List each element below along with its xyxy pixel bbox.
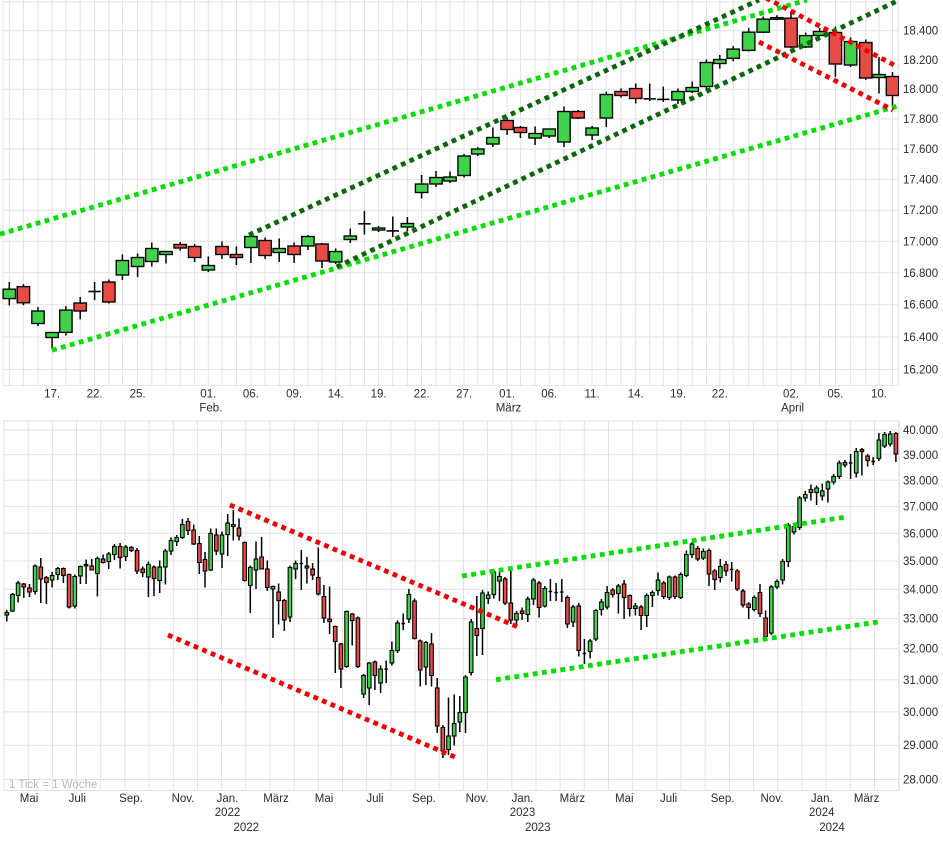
svg-text:06.: 06. — [541, 389, 557, 401]
svg-text:16.200: 16.200 — [903, 365, 938, 377]
svg-text:März: März — [560, 793, 586, 805]
svg-text:17.: 17. — [44, 389, 60, 401]
svg-text:33.000: 33.000 — [903, 614, 938, 626]
svg-text:17.200: 17.200 — [903, 205, 938, 217]
svg-text:2022: 2022 — [215, 807, 241, 819]
svg-text:02.: 02. — [783, 389, 799, 401]
svg-text:Nov.: Nov. — [466, 793, 489, 805]
svg-text:32.000: 32.000 — [903, 644, 938, 656]
svg-text:März: März — [496, 403, 522, 415]
svg-text:16.600: 16.600 — [903, 300, 938, 312]
svg-text:17.000: 17.000 — [903, 236, 938, 248]
svg-text:Sep.: Sep. — [412, 793, 436, 805]
svg-text:17.600: 17.600 — [903, 144, 938, 156]
svg-text:06.: 06. — [243, 389, 259, 401]
svg-text:22.: 22. — [87, 389, 103, 401]
svg-text:09.: 09. — [286, 389, 302, 401]
svg-text:April: April — [781, 403, 804, 415]
svg-text:19.: 19. — [670, 389, 686, 401]
svg-text:Jan.: Jan. — [811, 793, 833, 805]
svg-text:10.: 10. — [871, 389, 887, 401]
svg-text:16.400: 16.400 — [903, 332, 938, 344]
svg-text:1 Tick = 1 Woche: 1 Tick = 1 Woche — [9, 779, 97, 791]
svg-text:35.000: 35.000 — [903, 556, 938, 568]
svg-text:22.: 22. — [414, 389, 430, 401]
svg-text:März: März — [263, 793, 289, 805]
svg-text:Nov.: Nov. — [761, 793, 784, 805]
svg-text:38.000: 38.000 — [903, 475, 938, 487]
svg-text:36.000: 36.000 — [903, 528, 938, 540]
svg-text:39.000: 39.000 — [903, 450, 938, 462]
svg-text:01.: 01. — [499, 389, 515, 401]
svg-text:22.: 22. — [712, 389, 728, 401]
svg-text:Juli: Juli — [69, 793, 86, 805]
svg-text:37.000: 37.000 — [903, 501, 938, 513]
svg-text:2022: 2022 — [234, 822, 260, 834]
svg-text:Mai: Mai — [20, 793, 39, 805]
svg-text:34.000: 34.000 — [903, 584, 938, 596]
svg-text:Mai: Mai — [315, 793, 334, 805]
svg-text:28.000: 28.000 — [903, 775, 938, 787]
svg-text:25.: 25. — [130, 389, 146, 401]
svg-text:01.: 01. — [200, 389, 216, 401]
svg-text:11.: 11. — [585, 389, 600, 401]
svg-text:05.: 05. — [827, 389, 843, 401]
svg-text:Nov.: Nov. — [172, 793, 195, 805]
svg-text:2024: 2024 — [809, 807, 835, 819]
svg-text:16.800: 16.800 — [903, 268, 938, 280]
svg-text:Sep.: Sep. — [711, 793, 735, 805]
svg-text:Juli: Juli — [660, 793, 677, 805]
svg-text:19.: 19. — [371, 389, 387, 401]
svg-text:Feb.: Feb. — [199, 403, 222, 415]
svg-text:2023: 2023 — [510, 807, 536, 819]
svg-text:17.400: 17.400 — [903, 174, 938, 186]
svg-text:Juli: Juli — [366, 793, 383, 805]
svg-text:40.000: 40.000 — [903, 425, 938, 437]
svg-text:Jan.: Jan. — [512, 793, 534, 805]
svg-text:18.200: 18.200 — [903, 55, 938, 67]
svg-text:29.000: 29.000 — [903, 740, 938, 752]
svg-text:Mai: Mai — [615, 793, 634, 805]
svg-text:18.400: 18.400 — [903, 26, 938, 38]
svg-text:März: März — [854, 793, 880, 805]
svg-text:14.: 14. — [328, 389, 344, 401]
svg-text:Jan.: Jan. — [217, 793, 239, 805]
svg-text:2023: 2023 — [525, 822, 551, 834]
svg-text:17.800: 17.800 — [903, 114, 938, 126]
svg-text:31.000: 31.000 — [903, 675, 938, 687]
svg-text:27.: 27. — [456, 389, 472, 401]
svg-text:2024: 2024 — [819, 822, 845, 834]
svg-text:18.000: 18.000 — [903, 84, 938, 96]
svg-text:14.: 14. — [628, 389, 644, 401]
svg-text:30.000: 30.000 — [903, 707, 938, 719]
svg-text:Sep.: Sep. — [119, 793, 143, 805]
